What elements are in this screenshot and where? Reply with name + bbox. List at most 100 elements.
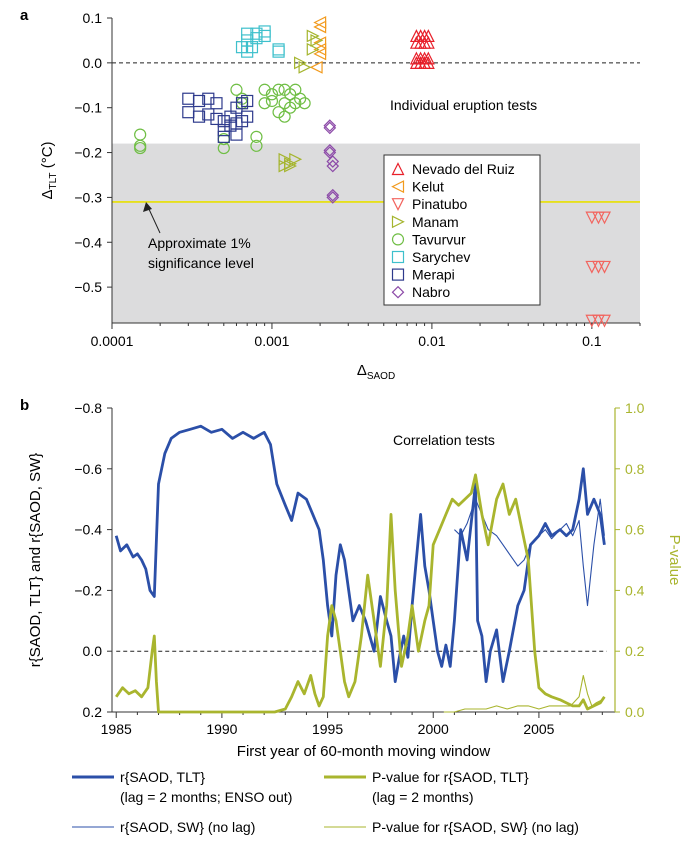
data-point [289,152,303,166]
data-point [284,159,298,173]
data-point [192,110,206,123]
y-tick-label: −0.3 [74,189,102,205]
data-point [323,143,337,157]
right-y-axis-label: P-value [666,535,683,586]
legend-label: Manam [412,214,459,230]
left-y-axis-label: r{SAOD, TLT} and r{SAOD, SW} [27,453,44,668]
legend-label: Nabro [412,284,450,300]
left-y-tick-label: −0.6 [74,461,102,477]
data-point [250,130,263,143]
y-tick-label: −0.4 [74,234,102,250]
x-axis-label: First year of 60-month moving window [237,743,491,760]
data-point [598,314,611,328]
right-y-tick-label: 0.2 [625,643,645,659]
significance-label-2: significance level [148,255,254,271]
y-axis-label: ΔTLT (°C) [39,141,59,199]
series-line [443,674,605,713]
legend-marker [391,250,405,264]
left-y-tick-label: −0.2 [74,582,102,598]
legend-marker [391,162,405,176]
left-y-tick-label: −0.4 [74,522,102,538]
x-tick-label: 2000 [418,721,449,737]
data-point [241,27,254,40]
y-tick-label: −0.1 [74,100,102,116]
legend-box [383,154,541,306]
annotation-arrowhead [143,202,152,212]
legend-marker [391,215,405,229]
series-sarychev [235,25,285,58]
legend-label: Sarychev [412,249,470,265]
legend-label: Merapi [412,267,455,283]
series-pinatubo [585,211,611,328]
x-tick-label: 2005 [523,721,554,737]
x-tick-label: 0.0001 [91,333,134,349]
left-y-tick-label: −0.8 [74,400,102,416]
data-point [326,155,340,168]
panel-label: a [20,7,29,24]
legend-label: Tavurvur [412,231,466,247]
x-tick-label: 0.01 [418,333,445,349]
series-tavurvur [134,83,311,155]
data-point [294,56,307,70]
data-point [241,94,254,108]
legend-label: P-value for r{SAOD, TLT} [372,769,529,785]
series-nabro [323,119,340,204]
x-tick-label: 0.1 [582,333,602,349]
legend-label: Pinatubo [412,196,467,212]
data-point [182,92,195,105]
data-point [278,110,291,123]
data-point [421,29,435,43]
data-point [245,41,259,54]
data-point [202,92,215,105]
data-point [326,188,340,202]
data-point [217,115,230,128]
data-point [265,94,279,108]
right-y-tick-label: 0.0 [625,704,645,720]
legend-marker [391,285,405,299]
data-point [306,29,320,43]
data-point [192,94,206,108]
data-point [230,83,243,96]
legend-label: Nevado del Ruiz [412,161,515,177]
legend-label: r{SAOD, TLT} [120,769,205,785]
data-point [310,33,324,47]
data-point [585,211,599,225]
y-tick-label: 0.0 [83,55,103,71]
data-point [258,83,271,96]
panel-a-scatter-chart: a 0.1 0.0 −0.1 −0.2 −0.3 −0.4 −0.5 0.0001 0.001 0.… [20,7,641,380]
right-y-tick-label: 0.8 [625,461,645,477]
data-point [306,42,320,56]
data-point [241,110,254,123]
panel-b-line-chart: b −0.8 −0.6 −0.4 −0.2 0.0 0.2 1.0 0.8 0.6 0.4 0.2 0.… [20,397,683,835]
x-tick-label: 0.001 [254,333,289,349]
data-point [598,260,611,274]
data-point [298,97,311,110]
series-manam [278,29,324,173]
data-point [598,211,611,225]
legend-marker [391,268,405,281]
data-point [326,191,340,204]
legend-marker [391,233,405,246]
y-tick-label: −0.2 [74,145,102,161]
data-point [217,130,230,143]
left-y-tick-label: 0.2 [83,704,103,720]
data-point [241,45,254,58]
y-tick-label: −0.5 [74,279,102,295]
data-point [309,60,323,74]
right-y-tick-label: 0.4 [625,582,645,598]
x-tick-label: 1985 [101,721,132,737]
data-point [585,260,599,274]
data-point [272,83,285,96]
x-tick-label: 1995 [312,721,343,737]
significance-shading [112,143,640,323]
data-point [294,92,307,105]
x-axis-label: ΔSAOD [357,362,395,380]
data-point [313,20,327,34]
data-point [250,32,263,45]
series-line [115,473,606,714]
data-point [258,29,271,43]
legend-marker [391,198,405,212]
data-point [313,47,327,61]
right-y-tick-label: 0.6 [625,522,645,538]
